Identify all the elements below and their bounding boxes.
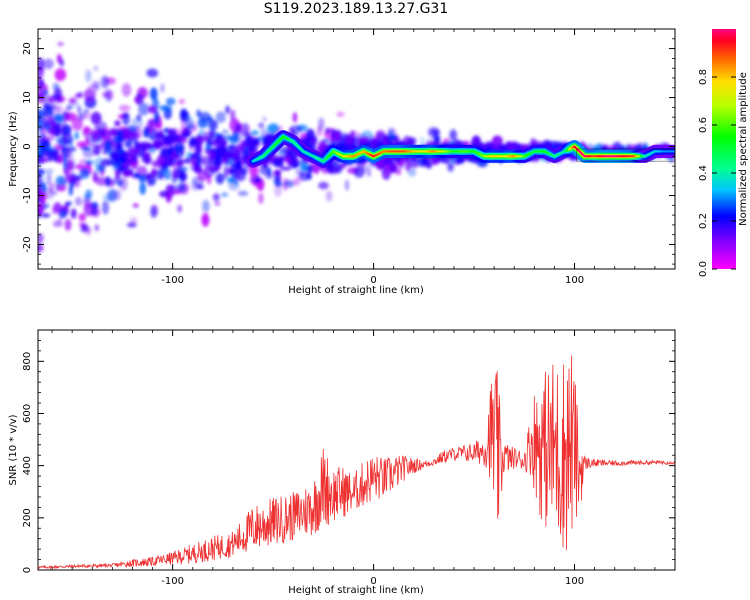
colorbar-ticks: 0.0 0.2 0.4 0.6 0.8 bbox=[698, 69, 736, 277]
colorbar-label: Normalized spectral amplitude bbox=[738, 72, 749, 226]
heatmap-xtick-label: -100 bbox=[161, 275, 184, 286]
snr-ticks: -100 0 100 0 200 400 600 800 bbox=[22, 330, 676, 587]
heatmap-ytick-label: -20 bbox=[22, 236, 33, 252]
snr-ytick-label: 800 bbox=[22, 352, 33, 371]
heatmap-xtick-label: 0 bbox=[370, 275, 376, 286]
snr-panel: -100 0 100 0 200 400 600 800 Height of straight… bbox=[8, 329, 676, 596]
colorbar-tick-label: 0.8 bbox=[698, 69, 709, 85]
colorbar-gradient bbox=[712, 29, 736, 269]
heatmap-xtick-label: 100 bbox=[565, 275, 584, 286]
snr-xlabel: Height of straight line (km) bbox=[288, 585, 424, 596]
colorbar: 0.0 0.2 0.4 0.6 0.8 Normalized spectral ampl… bbox=[698, 29, 749, 277]
heatmap-frame bbox=[37, 28, 676, 270]
snr-xtick-label: -100 bbox=[161, 576, 184, 587]
heatmap-ytick-label: 20 bbox=[22, 42, 33, 55]
heatmap-ridge bbox=[246, 130, 675, 168]
snr-frame bbox=[37, 329, 676, 571]
colorbar-tick-label: 0.4 bbox=[698, 165, 709, 181]
colorbar-tick-label: 0.2 bbox=[698, 213, 709, 229]
colorbar-tick-label: 0.0 bbox=[698, 261, 709, 277]
snr-xtick-label: 100 bbox=[565, 576, 584, 587]
snr-ytick-label: 0 bbox=[22, 567, 33, 573]
heatmap-ytick-label: 0 bbox=[22, 143, 33, 149]
snr-ylabel: SNR (10 * v/v) bbox=[8, 414, 19, 485]
snr-ytick-label: 600 bbox=[22, 404, 33, 423]
snr-ytick-label: 200 bbox=[22, 508, 33, 527]
figure-title: S119.2023.189.13.27.G31 bbox=[263, 1, 449, 17]
snr-xtick-label: 0 bbox=[370, 576, 376, 587]
snr-series-line bbox=[38, 355, 675, 570]
heatmap-ytick-label: 10 bbox=[22, 91, 33, 104]
heatmap-ylabel: Frequency (Hz) bbox=[8, 111, 19, 187]
heatmap-xlabel: Height of straight line (km) bbox=[288, 285, 424, 296]
heatmap-ytick-label: -10 bbox=[22, 187, 33, 203]
snr-ytick-label: 400 bbox=[22, 456, 33, 475]
colorbar-tick-label: 0.6 bbox=[698, 117, 709, 133]
